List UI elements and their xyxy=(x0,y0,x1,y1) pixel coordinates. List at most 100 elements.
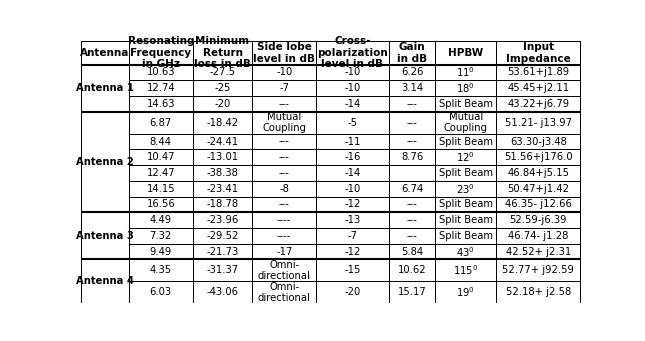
Bar xyxy=(497,181,580,196)
Bar xyxy=(252,149,316,165)
Bar xyxy=(316,149,389,165)
Text: 12$^{0}$: 12$^{0}$ xyxy=(457,150,475,164)
Bar xyxy=(252,196,316,212)
Bar xyxy=(81,260,129,303)
Bar xyxy=(435,212,497,228)
Text: 3.14: 3.14 xyxy=(401,83,423,93)
Bar xyxy=(497,260,580,281)
Bar xyxy=(389,196,435,212)
Text: 15.17: 15.17 xyxy=(398,287,426,297)
Bar xyxy=(389,149,435,165)
Bar xyxy=(129,196,193,212)
Text: -14: -14 xyxy=(344,99,361,109)
Text: 16.56: 16.56 xyxy=(146,199,175,209)
Text: -12: -12 xyxy=(344,247,361,257)
Text: Split Beam: Split Beam xyxy=(439,231,493,241)
Text: ---: --- xyxy=(279,136,290,147)
Bar xyxy=(193,212,252,228)
Text: ---: --- xyxy=(407,118,417,128)
Text: Split Beam: Split Beam xyxy=(439,136,493,147)
Bar xyxy=(435,41,497,64)
Text: -23.96: -23.96 xyxy=(206,215,239,225)
Bar xyxy=(389,134,435,149)
Bar xyxy=(129,181,193,196)
Bar xyxy=(81,112,129,212)
Bar xyxy=(435,244,497,260)
Text: Omni-
directional: Omni- directional xyxy=(258,282,311,303)
Text: 8.76: 8.76 xyxy=(401,152,423,162)
Bar xyxy=(129,281,193,303)
Bar xyxy=(389,260,435,281)
Text: Split Beam: Split Beam xyxy=(439,99,493,109)
Bar xyxy=(497,212,580,228)
Text: 52.59-j6.39: 52.59-j6.39 xyxy=(510,215,567,225)
Bar xyxy=(435,112,497,134)
Bar xyxy=(389,244,435,260)
Text: Gain
in dB: Gain in dB xyxy=(397,42,427,63)
Text: ---: --- xyxy=(407,215,417,225)
Bar xyxy=(129,244,193,260)
Text: 19$^{0}$: 19$^{0}$ xyxy=(457,285,475,299)
Text: Antenna 4: Antenna 4 xyxy=(76,277,134,286)
Text: 10.63: 10.63 xyxy=(146,68,175,77)
Bar xyxy=(389,228,435,244)
Text: 43.22+j6.79: 43.22+j6.79 xyxy=(508,99,570,109)
Text: -18.78: -18.78 xyxy=(206,199,239,209)
Text: -18.42: -18.42 xyxy=(206,118,239,128)
Text: -15: -15 xyxy=(344,266,361,276)
Bar xyxy=(252,80,316,96)
Text: Resonating
Frequency
in GHz: Resonating Frequency in GHz xyxy=(128,36,194,69)
Bar xyxy=(316,181,389,196)
Text: -20: -20 xyxy=(214,99,231,109)
Text: 23$^{0}$: 23$^{0}$ xyxy=(457,182,475,196)
Bar xyxy=(316,212,389,228)
Bar xyxy=(193,112,252,134)
Text: 6.26: 6.26 xyxy=(401,68,423,77)
Text: Cross-
polarization
level in dB: Cross- polarization level in dB xyxy=(317,36,388,69)
Text: Minimum
Return
loss in dB: Minimum Return loss in dB xyxy=(194,36,251,69)
Text: 12.74: 12.74 xyxy=(146,83,175,93)
Text: -14: -14 xyxy=(344,168,361,178)
Bar xyxy=(252,41,316,64)
Bar xyxy=(193,196,252,212)
Bar xyxy=(316,41,389,64)
Bar xyxy=(435,196,497,212)
Bar xyxy=(252,134,316,149)
Bar xyxy=(497,228,580,244)
Bar xyxy=(252,64,316,80)
Text: 6.87: 6.87 xyxy=(150,118,172,128)
Text: -5: -5 xyxy=(348,118,357,128)
Text: -8: -8 xyxy=(279,184,289,194)
Text: -31.37: -31.37 xyxy=(206,266,239,276)
Text: -10: -10 xyxy=(344,83,361,93)
Text: ---: --- xyxy=(407,136,417,147)
Bar xyxy=(435,281,497,303)
Text: -21.73: -21.73 xyxy=(206,247,239,257)
Bar xyxy=(435,181,497,196)
Text: -16: -16 xyxy=(344,152,361,162)
Text: 53.61+j1.89: 53.61+j1.89 xyxy=(508,68,570,77)
Text: 52.18+ j2.58: 52.18+ j2.58 xyxy=(506,287,571,297)
Bar xyxy=(435,165,497,181)
Bar xyxy=(129,80,193,96)
Bar xyxy=(252,212,316,228)
Text: 14.63: 14.63 xyxy=(146,99,175,109)
Bar xyxy=(497,244,580,260)
Text: Input
Impedance: Input Impedance xyxy=(506,42,571,63)
Bar xyxy=(389,181,435,196)
Bar xyxy=(389,281,435,303)
Text: 6.74: 6.74 xyxy=(401,184,423,194)
Text: -38.38: -38.38 xyxy=(206,168,239,178)
Bar xyxy=(316,196,389,212)
Text: 4.35: 4.35 xyxy=(150,266,172,276)
Text: Split Beam: Split Beam xyxy=(439,199,493,209)
Bar xyxy=(129,112,193,134)
Bar xyxy=(435,64,497,80)
Bar xyxy=(316,96,389,112)
Text: -10: -10 xyxy=(344,184,361,194)
Text: -25: -25 xyxy=(214,83,231,93)
Text: ----: ---- xyxy=(277,231,292,241)
Text: 46.35- j12.66: 46.35- j12.66 xyxy=(505,199,572,209)
Bar xyxy=(389,96,435,112)
Text: -29.52: -29.52 xyxy=(206,231,239,241)
